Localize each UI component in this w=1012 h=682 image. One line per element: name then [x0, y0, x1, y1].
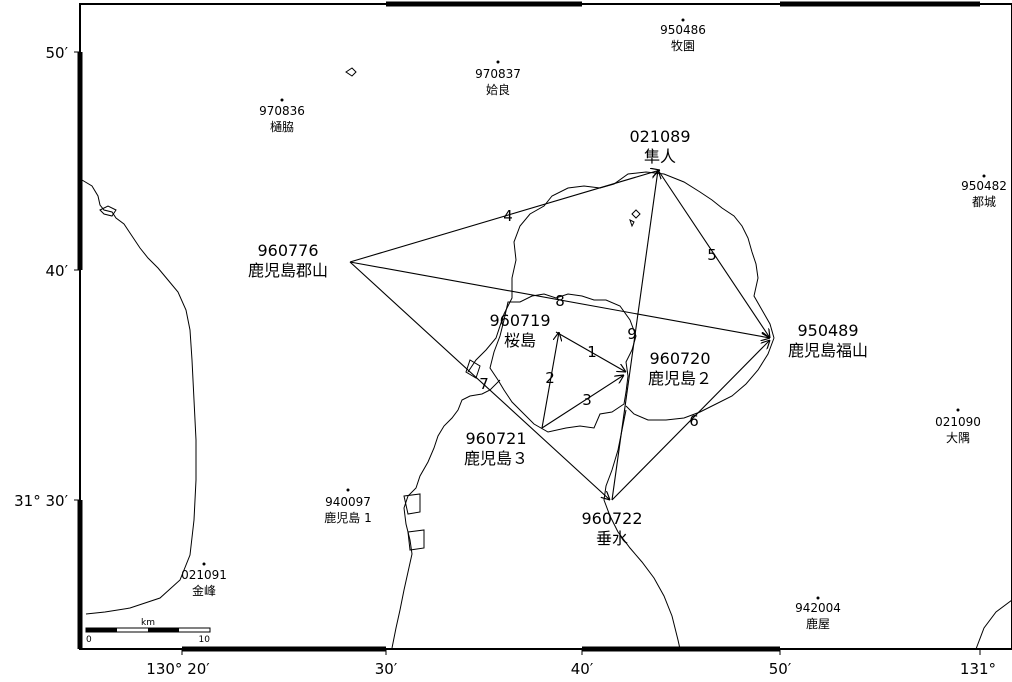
- station-name-950482: 都城: [972, 195, 996, 209]
- station-name-960719: 桜島: [504, 331, 536, 350]
- station-dot-940097: [346, 488, 350, 492]
- station-name-942004: 鹿屋: [806, 616, 830, 631]
- station-dot-950486: [681, 18, 685, 22]
- station-code-960721: 960721: [465, 429, 526, 448]
- station-labels: 950486 牧園 970837 姶良 970836 樋脇 950482 都城 …: [181, 23, 1007, 631]
- station-name-950486: 牧園: [671, 39, 695, 53]
- station-name-021091: 金峰: [192, 583, 216, 598]
- baseline-label-2: 2: [545, 369, 555, 387]
- baseline-8: [349, 261, 770, 338]
- baseline-label-8: 8: [555, 292, 565, 310]
- coastline-osumi-west: [603, 409, 681, 650]
- baseline-3: [541, 375, 624, 429]
- coastline-bay-north: [467, 171, 775, 373]
- baseline-6: [611, 340, 770, 501]
- station-code-970836: 970836: [259, 104, 305, 118]
- map-frame: [77, 1, 1012, 652]
- station-dot-950482: [982, 174, 986, 178]
- baseline-9: [611, 170, 658, 501]
- scale-bar: km 0 10: [85, 618, 211, 645]
- station-name-950489: 鹿児島福山: [788, 341, 868, 360]
- scale-unit: km: [141, 618, 155, 628]
- scale-max: 10: [199, 635, 211, 645]
- baseline-5: [657, 169, 770, 338]
- coastline-kagoshima-city: [391, 379, 501, 649]
- station-code-960722: 960722: [581, 509, 642, 528]
- baselines: [349, 169, 770, 501]
- ticks: [74, 51, 981, 655]
- station-code-950489: 950489: [797, 321, 858, 340]
- station-code-021089: 021089: [629, 127, 690, 146]
- baseline-1: [555, 331, 626, 372]
- coastline-harbor-2: [407, 529, 425, 551]
- coastline-harbor: [403, 493, 421, 515]
- baseline-4: [349, 170, 660, 263]
- lon-label-131: 131°: [960, 660, 996, 678]
- station-code-960776: 960776: [257, 241, 318, 260]
- station-name-940097: 鹿児島 1: [324, 510, 371, 525]
- baseline-label-9: 9: [627, 325, 637, 343]
- station-name-960721: 鹿児島３: [464, 449, 528, 468]
- baseline-label-6: 6: [689, 412, 699, 430]
- station-name-960776: 鹿児島郡山: [248, 261, 328, 280]
- station-dot-970837: [496, 60, 500, 64]
- station-name-021090: 大隅: [946, 431, 970, 445]
- lon-label-30: 30′: [375, 660, 398, 678]
- coastline-satsuma-west: [81, 179, 197, 615]
- coastline-islet-west: [99, 205, 117, 217]
- station-code-950486: 950486: [660, 23, 706, 37]
- station-dot-942004: [816, 596, 820, 600]
- coastline-bay-east: [625, 337, 775, 421]
- station-dot-970836: [280, 98, 284, 102]
- lat-label-40: 40′: [46, 262, 69, 280]
- lon-labels: 130° 20′ 30′ 40′ 50′ 131°: [146, 660, 996, 678]
- station-name-970836: 樋脇: [270, 119, 294, 134]
- station-name-960722: 垂水: [596, 529, 628, 548]
- station-code-960719: 960719: [489, 311, 550, 330]
- coastline-sakurajima: [489, 293, 637, 433]
- scale-min: 0: [86, 635, 92, 645]
- station-dot-021091: [202, 562, 206, 566]
- lon-label-40: 40′: [571, 660, 594, 678]
- lat-label-50: 50′: [46, 44, 69, 62]
- station-code-942004: 942004: [795, 601, 841, 615]
- station-code-021091: 021091: [181, 568, 227, 582]
- lon-label-50: 50′: [769, 660, 792, 678]
- islet-bay-2: [629, 219, 635, 228]
- station-name-970837: 姶良: [486, 82, 510, 97]
- station-dots: [202, 18, 986, 600]
- station-code-021090: 021090: [935, 415, 981, 429]
- coastlines: [81, 67, 1012, 650]
- baseline-label-1: 1: [587, 343, 597, 361]
- coastline-east-arc: [975, 599, 1012, 650]
- islet-north: [345, 67, 357, 77]
- lat-label-31-30: 31° 30′: [14, 492, 68, 510]
- lat-labels: 50′ 40′ 31° 30′: [14, 44, 68, 510]
- station-code-950482: 950482: [961, 179, 1007, 193]
- islet-bay: [631, 209, 641, 219]
- lon-label-130-20: 130° 20′: [146, 660, 210, 678]
- station-dot-021090: [956, 408, 960, 412]
- station-code-960720: 960720: [649, 349, 710, 368]
- baseline-2: [541, 332, 559, 429]
- baseline-label-4: 4: [503, 207, 513, 225]
- baseline-label-7: 7: [479, 375, 489, 393]
- coastline-pier: [465, 359, 481, 379]
- baseline-7: [349, 261, 610, 500]
- baseline-label-5: 5: [707, 246, 717, 264]
- baseline-label-3: 3: [582, 391, 592, 409]
- station-name-021089: 隼人: [644, 147, 676, 166]
- station-code-940097: 940097: [325, 495, 371, 509]
- station-code-970837: 970837: [475, 67, 521, 81]
- station-name-960720: 鹿児島２: [648, 369, 712, 388]
- baseline-labels: 1 2 3 4 5 6 7 8 9: [479, 207, 717, 430]
